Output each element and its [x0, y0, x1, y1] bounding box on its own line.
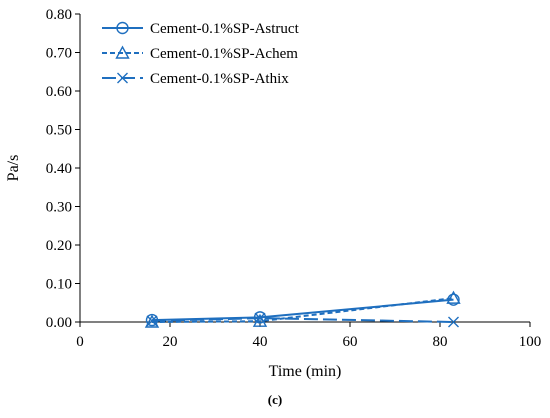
data-point-x: [146, 315, 158, 327]
legend: Cement-0.1%SP-Astruct Cement-0.1%SP-Achem…: [102, 21, 300, 87]
y-tick-label: 0.60: [46, 84, 72, 100]
series-3: [146, 312, 459, 328]
y-tick-label: 0.30: [46, 200, 72, 216]
legend-entry: Cement-0.1%SP-Athix: [102, 71, 289, 87]
legend-entry: Cement-0.1%SP-Achem: [102, 45, 298, 62]
y-tick-label: 0.70: [46, 46, 72, 62]
data-point-x: [448, 316, 459, 328]
series-line: [151, 317, 454, 323]
legend-label: Cement-0.1%SP-Athix: [150, 71, 289, 87]
y-tick-label: 0.40: [46, 161, 72, 177]
x-tick-label: 40: [253, 334, 268, 350]
axes: 0 20 40 60 80 100 0.00 0.10 0.20 0.30 0.40 0.50 0.60…: [46, 7, 542, 350]
legend-marker-triangle: [115, 45, 130, 59]
series-layer: [144, 290, 461, 328]
y-tick-label: 0.80: [46, 7, 72, 23]
data-point-triangle: [446, 290, 461, 304]
legend-label: Cement-0.1%SP-Astruct: [150, 21, 300, 37]
y-tick-label: 0.00: [46, 315, 72, 331]
x-tick-label: 60: [343, 334, 358, 350]
legend-marker-circle: [116, 21, 129, 35]
legend-marker-x: [117, 72, 128, 84]
legend-label: Cement-0.1%SP-Achem: [150, 46, 298, 62]
x-axis-title: Time (min): [269, 363, 342, 380]
series-line: [151, 297, 454, 323]
y-axis-title: Pa/s: [5, 155, 22, 182]
x-tick-label: 80: [433, 334, 448, 350]
y-tick-label: 0.10: [46, 277, 72, 293]
y-tick-label: 0.20: [46, 238, 72, 254]
y-tick-label: 0.50: [46, 123, 72, 139]
x-tick-label: 20: [163, 334, 178, 350]
x-tick-label: 0: [76, 334, 84, 350]
x-tick-label: 100: [519, 334, 542, 350]
legend-entry: Cement-0.1%SP-Astruct: [102, 21, 300, 37]
figure-caption: (c): [268, 392, 282, 407]
data-point-x: [254, 312, 266, 324]
